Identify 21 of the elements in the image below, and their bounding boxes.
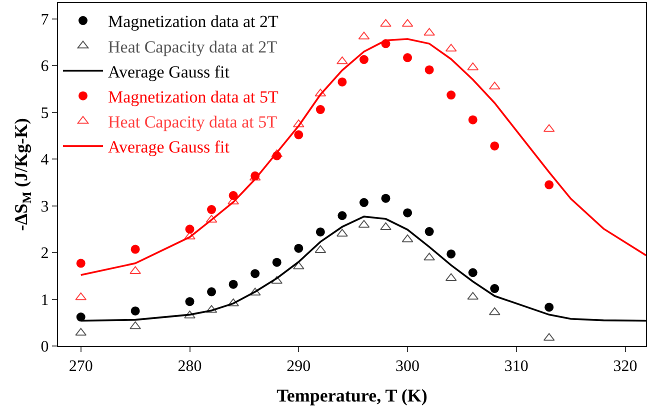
x-tick-label: 270 — [68, 358, 93, 376]
x-tick-label: 310 — [504, 358, 528, 376]
x-axis-title: Temperature, T (K) — [276, 385, 428, 406]
legend-label: Magnetization data at 2T — [108, 12, 280, 32]
x-tick-label: 280 — [178, 358, 202, 376]
y-tick-label: 1 — [40, 292, 49, 309]
legend-label: Average Gauss fit — [108, 62, 230, 82]
y-tick-label: 5 — [40, 104, 49, 122]
y-tick-label: 6 — [40, 58, 49, 76]
x-tick-label: 320 — [613, 358, 638, 376]
y-tick-label: 4 — [40, 152, 49, 169]
y-tick-label: 7 — [40, 11, 49, 28]
y-tick-label: 0 — [40, 338, 49, 356]
legend-label: Heat Capacity data at 2T — [108, 37, 278, 56]
legend-label: Average Gauss fit — [108, 138, 230, 157]
y-tick-label: 3 — [40, 198, 49, 216]
x-tick-label: 290 — [286, 358, 311, 376]
x-tick-label: 300 — [396, 358, 420, 376]
legend-label: Heat Capacity data at 5T — [108, 112, 278, 132]
legend-label: Magnetization data at 5T — [108, 87, 280, 106]
y-tick-label: 2 — [40, 245, 49, 262]
